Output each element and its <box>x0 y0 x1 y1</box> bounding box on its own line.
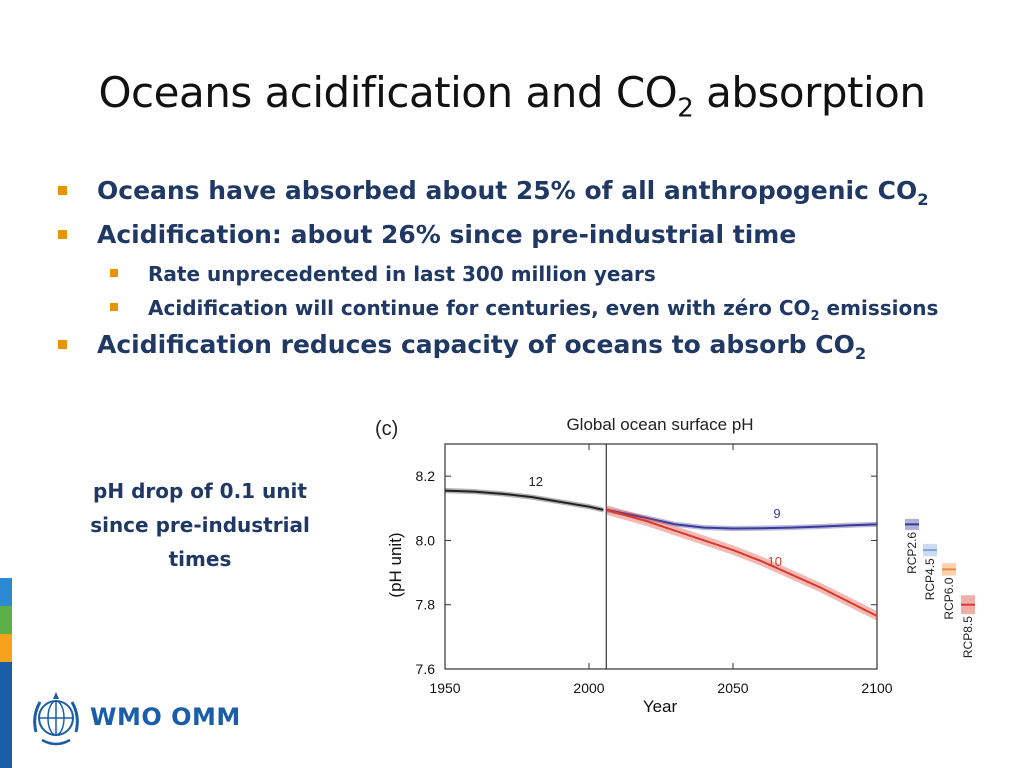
rcp45-label: RCP4.5 <box>923 558 937 600</box>
bullet-marker <box>110 269 118 277</box>
rcp85-line <box>606 508 878 617</box>
bullet-text: Acidification: about 26% since pre-indus… <box>97 220 797 249</box>
rcp85-label: RCP8.5 <box>961 616 975 658</box>
bullet-marker <box>58 340 67 349</box>
y-tick-label: 7.6 <box>416 661 436 677</box>
rcp26-band <box>606 507 877 532</box>
bullet-marker <box>110 303 118 311</box>
stripe-navy <box>0 662 12 768</box>
y-tick-label: 7.8 <box>416 597 436 613</box>
note-line: times <box>168 547 232 571</box>
wmo-emblem-icon <box>33 692 79 746</box>
x-axis-label: Year <box>643 697 678 716</box>
note-line: pH drop of 0.1 unit <box>93 479 307 503</box>
stripe-green <box>0 606 12 634</box>
historical-line <box>444 489 604 511</box>
rcp85-band <box>606 505 877 621</box>
stripe-orange <box>0 634 12 662</box>
bullet-marker <box>58 230 67 239</box>
y-axis-label: (pH unit) <box>386 532 405 597</box>
plot-frame <box>444 443 878 670</box>
chart-title: Global ocean surface pH <box>566 415 753 434</box>
logo-text: WMO OMM <box>90 703 241 731</box>
x-tick-label: 2100 <box>861 680 892 696</box>
slide-title: Oceans acidification and CO2 absorption <box>98 68 926 124</box>
rcp26-line <box>606 508 878 530</box>
historical-model-count: 12 <box>529 474 543 489</box>
bullet-text: Oceans have absorbed about 25% of all an… <box>97 176 929 209</box>
rcp26-model-count: 9 <box>773 506 780 521</box>
rcp26-label: RCP2.6 <box>905 532 919 574</box>
bullet-marker <box>58 186 67 195</box>
y-tick-label: 8.2 <box>416 468 436 484</box>
ph-chart-svg: (c) Global ocean surface pH Year (pH uni… <box>375 415 975 716</box>
x-tick-label: 1950 <box>429 680 460 696</box>
ph-chart: (c) Global ocean surface pH Year (pH uni… <box>355 405 995 735</box>
rcp60-label: RCP6.0 <box>942 577 956 619</box>
bullet-text: Acidification will continue for centurie… <box>148 296 939 324</box>
bullet-text: Acidification reduces capacity of oceans… <box>97 330 867 363</box>
rcp85-model-count: 10 <box>768 554 782 569</box>
ph-drop-note: pH drop of 0.1 unit since pre-industrial… <box>80 474 320 576</box>
wmo-logo: WMO OMM <box>28 690 258 750</box>
bullet-text: Rate unprecedented in last 300 million y… <box>148 262 656 286</box>
panel-label: (c) <box>375 418 398 440</box>
historical-band <box>445 488 604 513</box>
x-tick-label: 2000 <box>573 680 604 696</box>
y-tick-label: 8.0 <box>416 532 436 548</box>
brand-stripe <box>0 578 12 768</box>
x-tick-label: 2050 <box>717 680 748 696</box>
stripe-blue <box>0 578 12 606</box>
note-line: since pre-industrial <box>90 513 310 537</box>
